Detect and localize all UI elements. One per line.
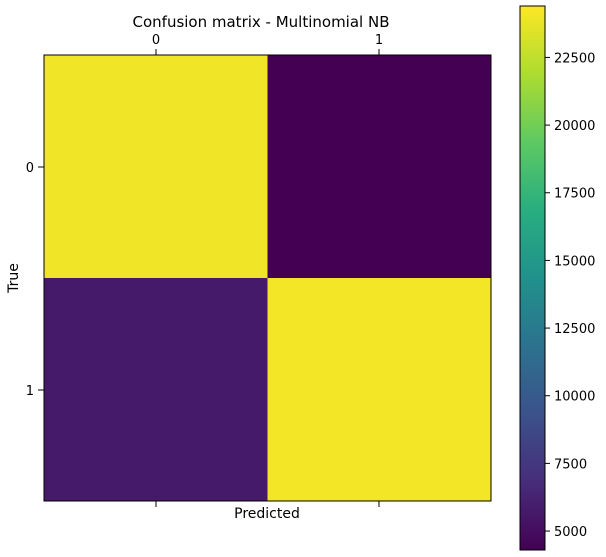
colorbar-tick-label: 7500 — [554, 457, 587, 472]
matrix-cell — [267, 55, 492, 279]
matrix-cell — [44, 55, 268, 279]
colorbar-ticks: 5000 7500 10000 12500 15000 17500 20000 22500 — [545, 51, 595, 540]
y-axis-label: True — [6, 263, 22, 294]
matrix-cell — [44, 278, 268, 502]
x-tick-label: 1 — [375, 33, 383, 48]
matrix-cell — [267, 278, 492, 502]
chart-title: Confusion matrix - Multinomial NB — [133, 13, 390, 31]
y-tick-label: 0 — [26, 161, 34, 176]
plot-frame — [43, 54, 492, 502]
colorbar-tick-label: 22500 — [554, 51, 595, 66]
colorbar — [519, 5, 546, 551]
matrix-cells — [44, 55, 492, 502]
x-tick-label: 0 — [152, 33, 160, 48]
colorbar-tick-label: 17500 — [554, 187, 595, 202]
colorbar-tick-label: 10000 — [554, 390, 595, 405]
colorbar-tick-label: 20000 — [554, 119, 595, 134]
x-axis-label: Predicted — [234, 506, 300, 522]
y-tick-label: 1 — [26, 384, 34, 399]
colorbar-tick-label: 12500 — [554, 322, 595, 337]
colorbar-tick-label: 15000 — [554, 254, 595, 269]
colorbar-tick-label: 5000 — [554, 525, 587, 540]
